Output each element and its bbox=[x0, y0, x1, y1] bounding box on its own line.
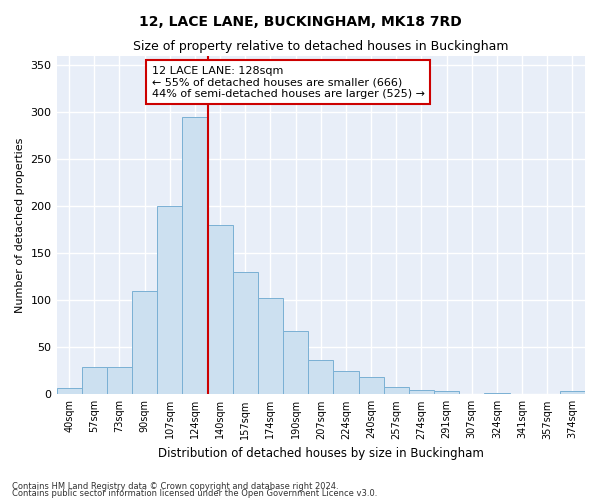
Text: Contains HM Land Registry data © Crown copyright and database right 2024.: Contains HM Land Registry data © Crown c… bbox=[12, 482, 338, 491]
Bar bbox=[157, 206, 182, 394]
Text: 12, LACE LANE, BUCKINGHAM, MK18 7RD: 12, LACE LANE, BUCKINGHAM, MK18 7RD bbox=[139, 15, 461, 29]
Title: Size of property relative to detached houses in Buckingham: Size of property relative to detached ho… bbox=[133, 40, 509, 53]
Bar bbox=[409, 390, 434, 394]
Bar bbox=[308, 360, 334, 394]
Y-axis label: Number of detached properties: Number of detached properties bbox=[15, 137, 25, 312]
Bar bbox=[434, 390, 459, 394]
Text: 12 LACE LANE: 128sqm
← 55% of detached houses are smaller (666)
44% of semi-deta: 12 LACE LANE: 128sqm ← 55% of detached h… bbox=[152, 66, 425, 99]
Bar bbox=[208, 225, 233, 394]
Bar bbox=[359, 378, 383, 394]
Bar bbox=[107, 367, 132, 394]
Bar bbox=[383, 387, 409, 394]
Bar bbox=[283, 332, 308, 394]
Bar bbox=[233, 272, 258, 394]
Bar bbox=[258, 298, 283, 394]
Bar bbox=[132, 291, 157, 395]
Bar bbox=[182, 116, 208, 394]
Bar bbox=[82, 367, 107, 394]
Text: Contains public sector information licensed under the Open Government Licence v3: Contains public sector information licen… bbox=[12, 489, 377, 498]
Bar bbox=[334, 371, 359, 394]
Bar bbox=[56, 388, 82, 394]
Bar bbox=[560, 392, 585, 394]
X-axis label: Distribution of detached houses by size in Buckingham: Distribution of detached houses by size … bbox=[158, 447, 484, 460]
